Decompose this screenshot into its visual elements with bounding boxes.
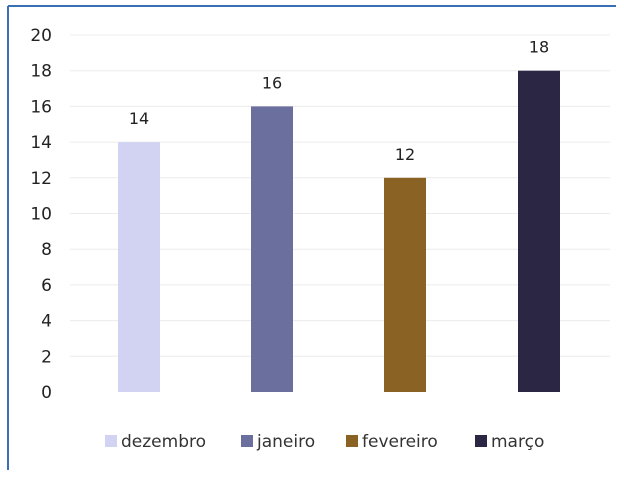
- legend-label: dezembro: [121, 432, 206, 452]
- y-axis-tick-labels: 0 2 4 6 8 10 12 14 16 18 20: [30, 26, 52, 403]
- legend: dezembro janeiro fevereiro março: [105, 432, 544, 452]
- y-tick-label: 16: [30, 97, 52, 117]
- bar-fevereiro: [384, 177, 426, 392]
- bars: [118, 70, 560, 393]
- legend-swatch: [346, 435, 358, 447]
- data-label: 16: [262, 73, 282, 92]
- data-label: 14: [129, 109, 149, 128]
- y-tick-label: 14: [30, 133, 52, 153]
- data-labels: 14 16 12 18: [129, 38, 549, 164]
- bar-janeiro: [251, 106, 293, 393]
- legend-swatch: [105, 435, 117, 447]
- legend-swatch: [241, 435, 253, 447]
- bar-dezembro: [118, 142, 160, 392]
- y-tick-label: 18: [30, 62, 52, 82]
- data-label: 18: [529, 38, 549, 57]
- y-tick-label: 20: [30, 26, 52, 46]
- bar-marco: [518, 70, 560, 392]
- chart-border: [7, 5, 616, 470]
- y-tick-label: 8: [41, 240, 52, 260]
- y-tick-label: 2: [41, 347, 52, 367]
- legend-swatch: [475, 435, 487, 447]
- legend-label: janeiro: [256, 432, 315, 452]
- legend-label: março: [491, 432, 544, 452]
- y-tick-label: 6: [41, 276, 52, 296]
- y-tick-label: 12: [30, 169, 52, 189]
- data-label: 12: [395, 145, 415, 164]
- y-tick-label: 0: [41, 383, 52, 403]
- y-tick-label: 10: [30, 205, 52, 225]
- y-tick-label: 4: [41, 312, 52, 332]
- legend-label: fevereiro: [362, 432, 438, 452]
